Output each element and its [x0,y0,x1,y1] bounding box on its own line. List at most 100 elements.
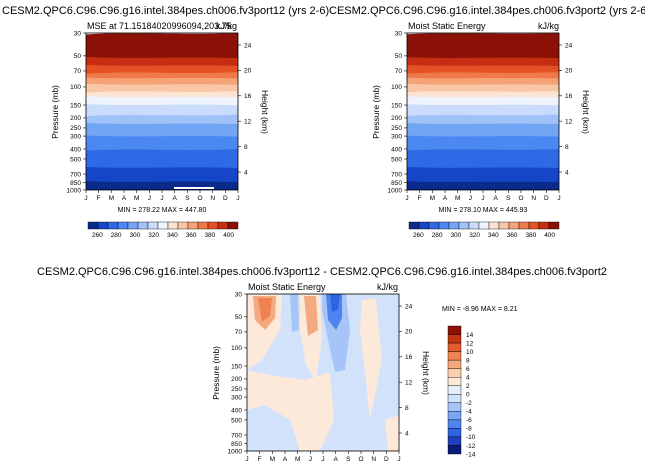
colorbar-label: 360 [507,232,518,239]
colorbar-segment [447,436,462,446]
colorbar-label: 280 [111,232,122,239]
contour-band [86,149,238,171]
contour-band [407,83,559,94]
colorbar-segment [478,221,490,230]
contour-band [407,167,559,185]
pressure-tick-label: 300 [231,394,242,401]
colorbar-segment [548,221,560,230]
colorbar-label: -2 [466,400,472,407]
month-tick-label: J [309,456,312,463]
pressure-tick-label: 850 [231,441,242,448]
colorbar-label: 320 [148,232,159,239]
pressure-tick-label: 150 [70,102,81,109]
height-tick-label: 16 [244,93,252,100]
colorbar-segment [187,221,199,230]
colorbar-segment [447,419,462,429]
month-tick-label: S [506,195,511,202]
panel-3-title: CESM2.QPC6.C96.C96.g16.intel.384pes.ch00… [37,266,607,278]
contour-gap [174,187,214,189]
contour-band [407,104,559,117]
height-tick-label: 16 [565,93,573,100]
month-tick-label: F [418,195,422,202]
colorbar-segment [447,445,462,455]
contour-band [407,33,559,61]
colorbar-segment [538,221,550,230]
colorbar-segment [87,221,99,230]
month-tick-label: S [185,195,190,202]
colorbar-segment [447,428,462,438]
colorbar-label: 6 [466,366,470,373]
contour-band [407,123,559,139]
colorbar-label: 340 [488,232,499,239]
colorbar-segment [157,221,169,230]
pressure-tick-label: 850 [70,180,81,187]
colorbar-segment [227,221,239,230]
contour-band [86,104,238,117]
diff-patch [330,294,340,312]
panel-3-stats: MIN = -8.96 MAX = 8.21 [442,306,518,313]
height-tick-label: 20 [565,68,573,75]
colorbar-segment [197,221,209,230]
colorbar-segment [107,221,119,230]
pressure-tick-label: 500 [231,417,242,424]
colorbar-label: 10 [466,349,474,356]
month-tick-label: A [172,195,177,202]
month-tick-label: J [557,195,560,202]
height-tick-label: 12 [405,380,413,387]
pressure-tick-label: 250 [70,125,81,132]
pressure-tick-label: 700 [70,171,81,178]
panel-2-stats: MIN = 278.10 MAX = 445.93 [439,207,528,214]
month-tick-label: N [371,456,376,463]
diff-patch [360,298,382,420]
pressure-tick-label: 1000 [67,187,82,194]
colorbar-segment [117,221,129,230]
colorbar-segment [447,377,462,386]
pressure-tick-label: 1000 [228,448,243,455]
month-tick-label: D [384,456,389,463]
month-tick-label: J [245,456,248,463]
diff-patch [258,298,272,322]
pressure-tick-label: 400 [391,146,402,153]
colorbar-label: -4 [466,409,472,416]
panel-1-units: kJ/kg [216,21,237,31]
month-tick-label: M [295,456,300,463]
pressure-tick-label: 50 [395,53,403,60]
colorbar-segment [438,221,450,230]
pressure-tick-label: 400 [70,146,81,153]
colorbar-label: 14 [466,332,474,339]
contour-band [407,114,559,127]
pressure-tick-label: 30 [74,30,82,37]
month-tick-label: J [469,195,472,202]
panel-3-contour-field [247,294,399,451]
panel-1-height-axis: 24 20 16 12 8 4 [238,42,252,176]
month-tick-label: J [405,195,408,202]
month-tick-label: A [443,195,448,202]
month-tick-label: A [283,456,288,463]
contour-band [86,56,238,68]
contour-band [407,181,559,190]
height-tick-label: 20 [405,329,413,336]
colorbar-segment [448,221,460,230]
pressure-tick-label: 850 [391,180,402,187]
contour-band [86,64,238,75]
pressure-tick-label: 200 [70,115,81,122]
contour-band [407,65,559,75]
colorbar-label: 260 [413,232,424,239]
colorbar-label: 340 [167,232,178,239]
colorbar-segment [468,221,480,230]
colorbar-segment [447,368,462,378]
pressure-tick-label: 200 [231,376,242,383]
month-tick-label: J [481,195,484,202]
colorbar-segment [217,221,229,230]
contour-band [407,149,559,171]
pressure-tick-label: 500 [391,156,402,163]
month-tick-label: J [397,456,400,463]
pressure-tick-label: 30 [395,30,403,37]
height-tick-label: 4 [565,169,569,176]
colorbar-label: 12 [466,340,474,347]
